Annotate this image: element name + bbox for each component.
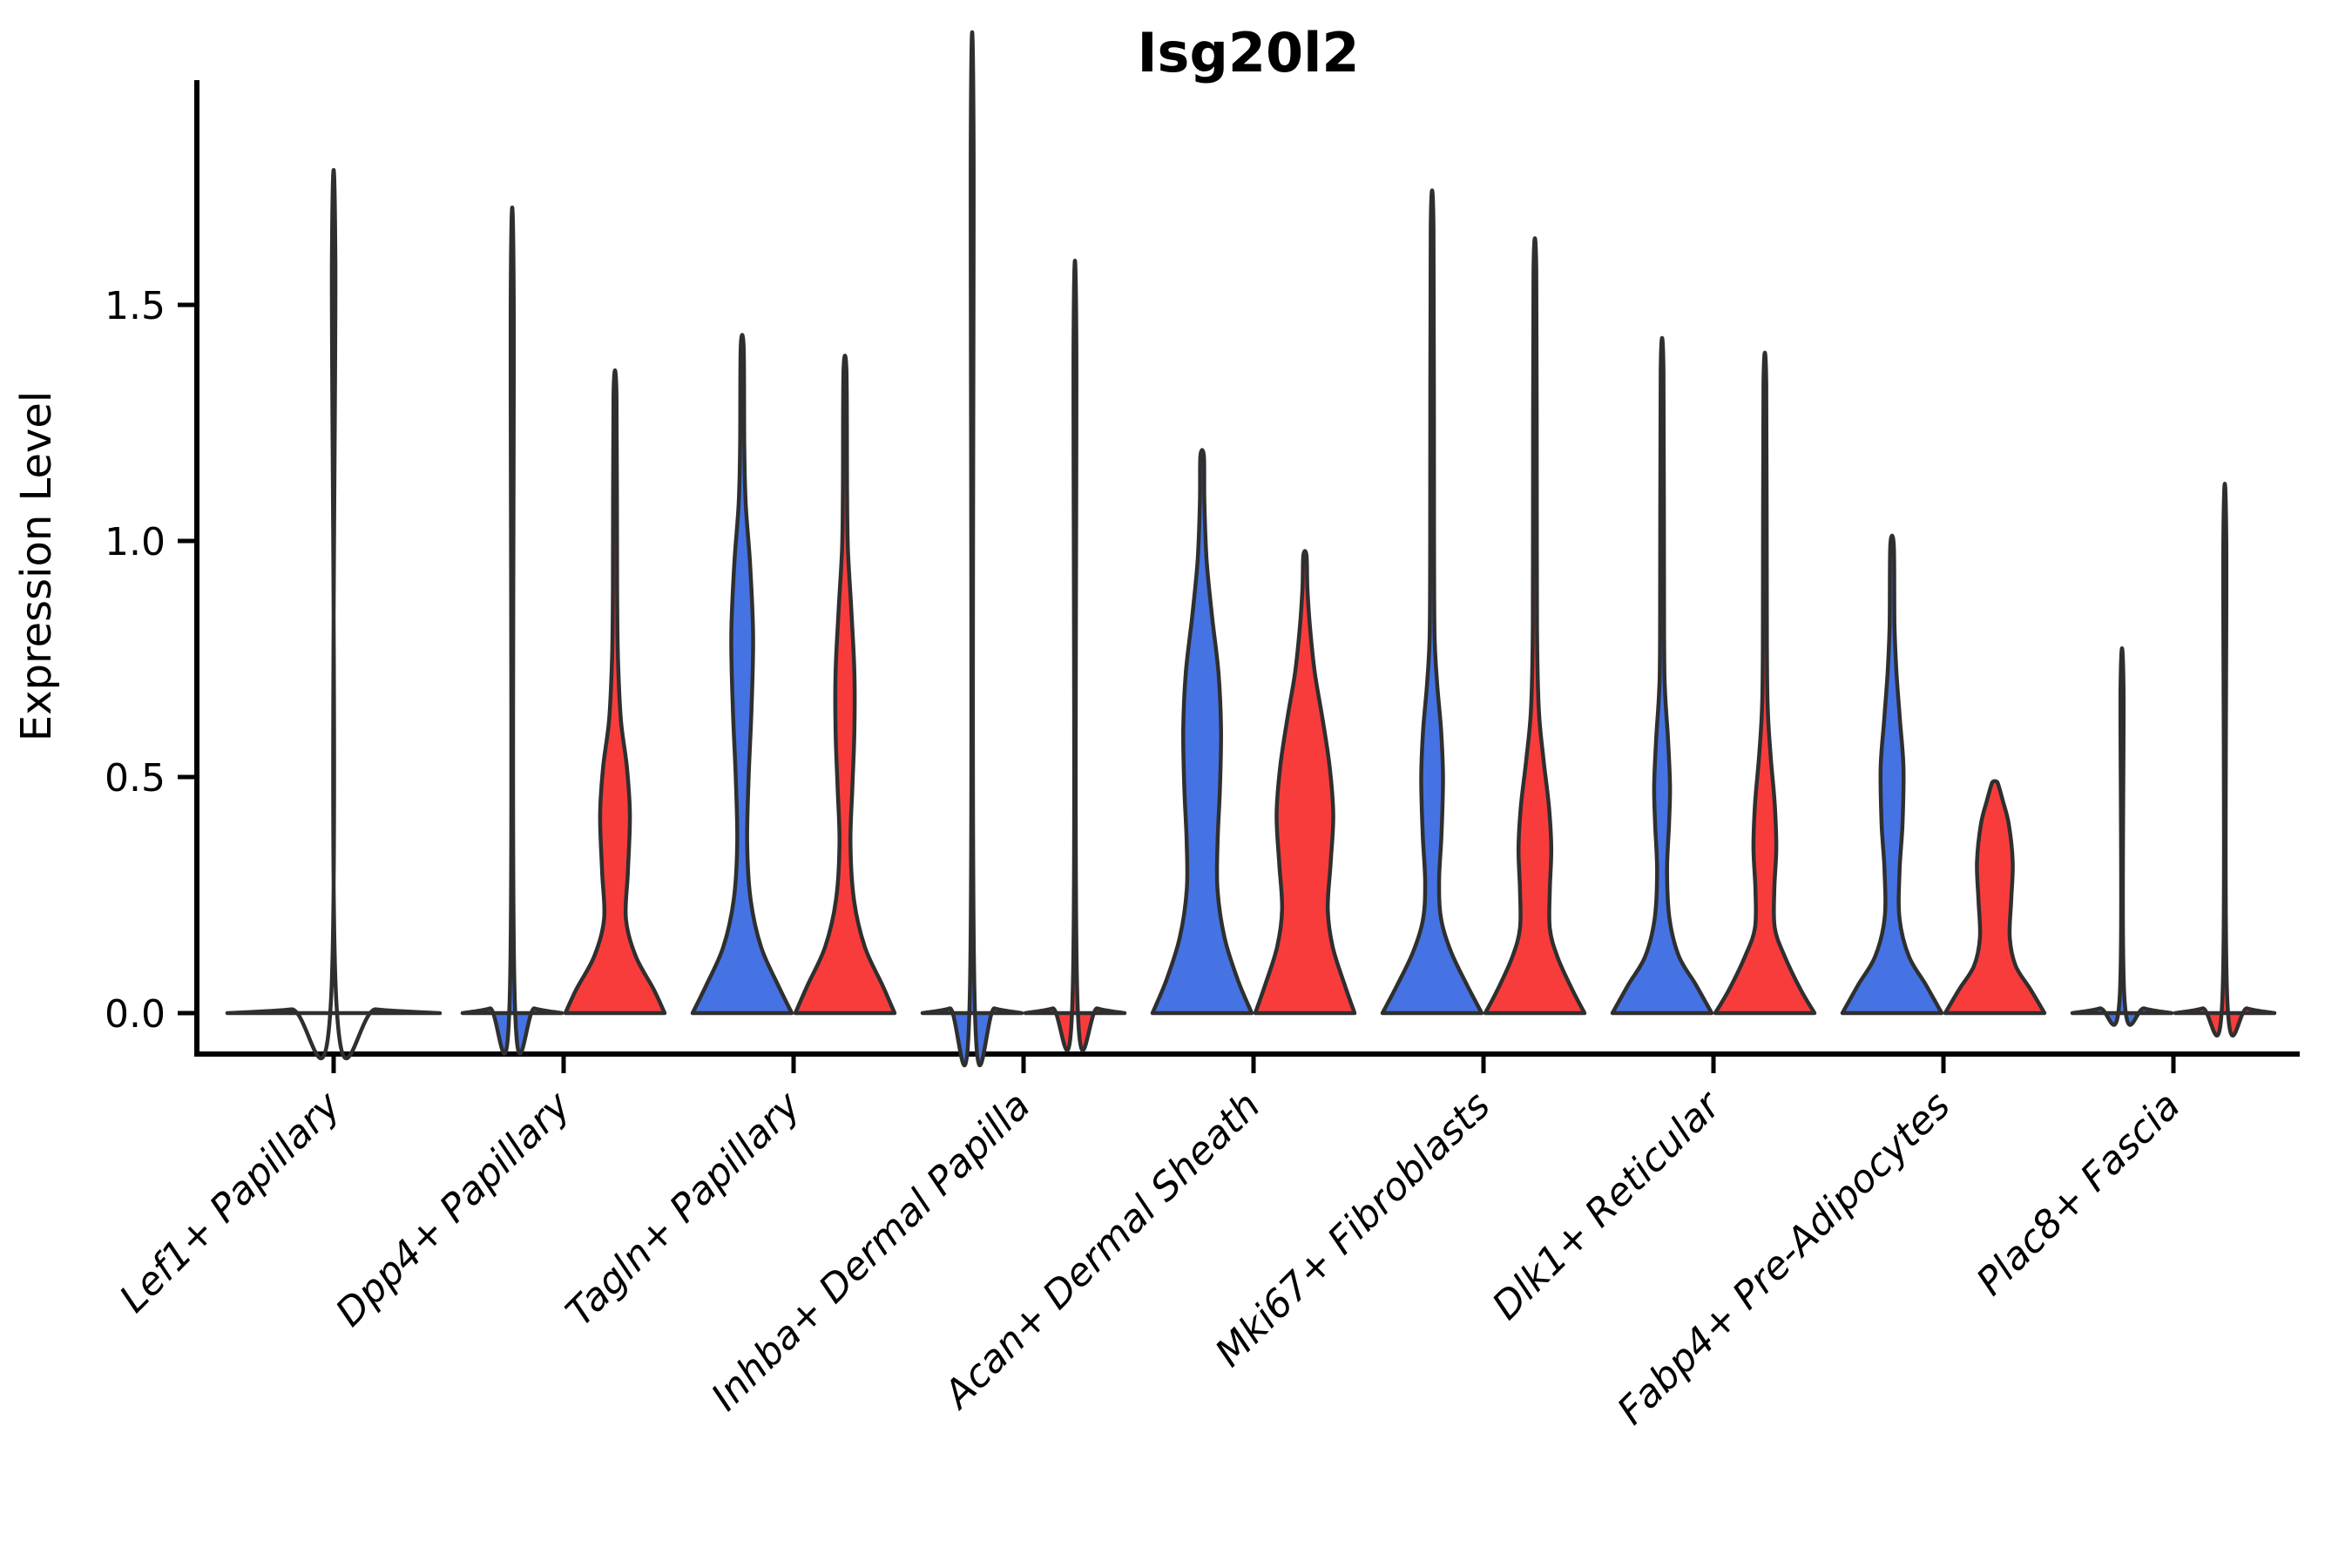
y-tick-label: 1.0 bbox=[105, 520, 166, 564]
violin bbox=[1610, 336, 1714, 1016]
violin bbox=[1943, 779, 2047, 1016]
violin bbox=[1023, 258, 1127, 1052]
axes bbox=[178, 80, 2300, 1073]
violin bbox=[1713, 350, 1817, 1016]
violin bbox=[690, 333, 794, 1016]
x-tick-label: Dlk1+ Reticular bbox=[1484, 1082, 1730, 1328]
violins-layer bbox=[225, 30, 2277, 1067]
chart-title: Isg20l2 bbox=[1137, 21, 1359, 84]
violin bbox=[225, 168, 443, 1061]
violin bbox=[1150, 448, 1254, 1016]
y-tick-label: 0.5 bbox=[105, 756, 166, 801]
x-tick-label: Plac8+ Fascia bbox=[1968, 1084, 2188, 1304]
violin bbox=[2070, 646, 2174, 1027]
violin bbox=[1253, 549, 1357, 1016]
x-tick-label: Tagln+ Papillary bbox=[558, 1083, 809, 1335]
violin bbox=[1483, 236, 1587, 1016]
violin bbox=[920, 30, 1024, 1067]
violin bbox=[793, 354, 897, 1016]
x-tick-label: Dpp4+ Papillary bbox=[328, 1083, 580, 1335]
violin bbox=[2173, 482, 2277, 1038]
violin bbox=[460, 206, 564, 1056]
violin bbox=[1840, 533, 1944, 1016]
y-tick-label: 1.5 bbox=[105, 284, 166, 328]
x-tick-label: Lef1+ Papillary bbox=[112, 1083, 350, 1321]
violin bbox=[1380, 188, 1484, 1016]
y-tick-label: 0.0 bbox=[105, 992, 166, 1037]
y-axis-label: Expression Level bbox=[12, 391, 61, 742]
violin bbox=[563, 368, 667, 1016]
